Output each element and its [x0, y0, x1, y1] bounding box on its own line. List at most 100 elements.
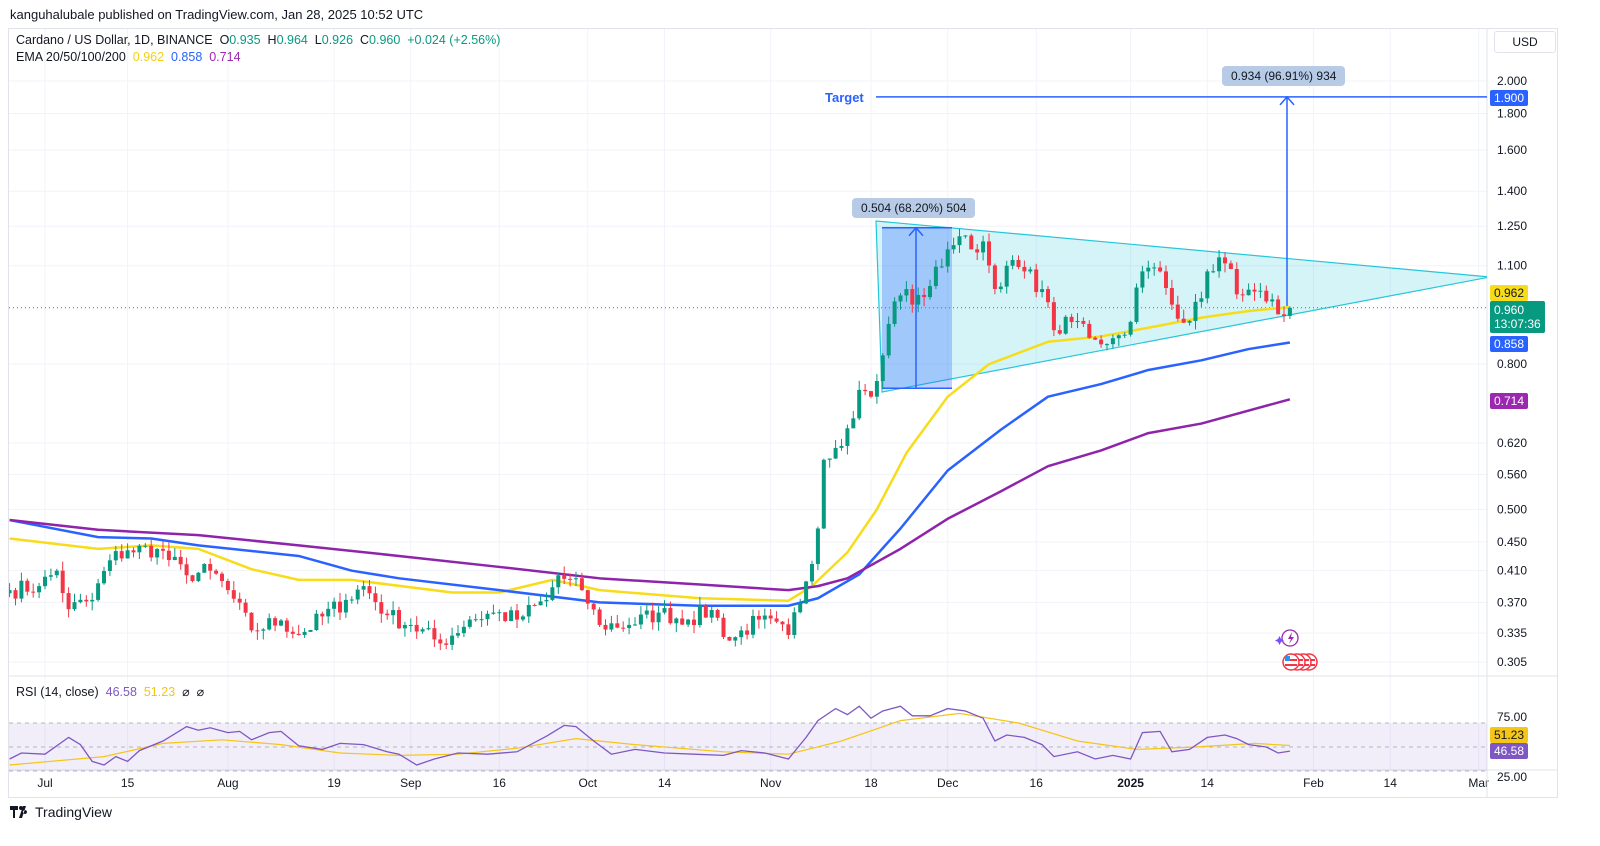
candle-body: [467, 619, 472, 627]
candle-body: [680, 618, 685, 625]
y-tick-label: 0.450: [1497, 535, 1527, 549]
chart-frame: [8, 28, 1558, 798]
candle-body: [1110, 338, 1115, 345]
candle-body: [1234, 269, 1239, 295]
x-tick-label: Sep: [400, 776, 422, 790]
high-value: 0.964: [276, 33, 308, 47]
candle-body: [107, 560, 112, 571]
candle-body: [1264, 290, 1269, 302]
candle-body: [438, 639, 443, 644]
candle-body: [308, 630, 313, 632]
candle-body: [349, 599, 354, 601]
candle-body: [509, 610, 514, 622]
tradingview-logo[interactable]: TradingView: [10, 804, 112, 820]
sparkle-icon: [1275, 636, 1284, 645]
x-tick-label: 2025: [1117, 776, 1144, 790]
candle-body: [1270, 299, 1275, 302]
x-tick-label: Jul: [37, 776, 52, 790]
current-price: 0.960: [1494, 303, 1525, 317]
candle-body: [249, 612, 254, 631]
triangle-pattern: [875, 220, 1487, 393]
rsi-value: 46.58: [105, 685, 137, 699]
y-tick-label: 1.600: [1497, 143, 1527, 157]
candle-body: [627, 624, 632, 629]
target-measure-label[interactable]: 0.934 (96.91%) 934: [1222, 66, 1346, 86]
y-tick-label: 1.100: [1497, 259, 1527, 273]
candle-body: [898, 295, 903, 302]
rsi-tag: 46.58: [1490, 743, 1529, 759]
candle-body: [503, 612, 508, 622]
hidden-value-icon: ⌀: [196, 685, 205, 699]
candle-body: [1199, 298, 1204, 302]
candle-body: [1022, 266, 1027, 272]
candle-body: [284, 620, 289, 632]
candle-body: [792, 612, 797, 635]
ema-line-200: [9, 398, 1291, 592]
ema-label: EMA 20/50/100/200: [16, 50, 126, 64]
candle-body: [768, 615, 773, 619]
symbol-name[interactable]: Cardano / US Dollar, 1D, BINANCE: [16, 33, 213, 47]
candle-body: [461, 626, 466, 634]
candle-body: [196, 572, 201, 582]
y-tick-label: 0.500: [1497, 502, 1527, 516]
candle-body: [733, 637, 738, 641]
candle-body: [798, 603, 803, 613]
candle-body: [821, 459, 826, 529]
candle-body: [332, 601, 337, 609]
candle-body: [686, 619, 691, 625]
flagpole-measure-label[interactable]: 0.504 (68.20%) 504: [852, 198, 976, 218]
bar-countdown: 13:07:36: [1494, 317, 1541, 331]
candle-body: [261, 629, 266, 631]
candle-body: [220, 573, 224, 581]
candle-body: [1028, 269, 1033, 272]
ema-legend[interactable]: EMA 20/50/100/200 0.962 0.858 0.714: [16, 50, 241, 64]
rsi-line: [9, 705, 1291, 766]
x-tick-label: 14: [1201, 776, 1215, 790]
x-tick-label: Feb: [1303, 776, 1324, 790]
rsi-ma-line: [9, 712, 1290, 766]
candle-body: [585, 590, 590, 604]
candle-body: [48, 575, 53, 577]
y-tick-label: 0.335: [1497, 626, 1527, 640]
target-label[interactable]: Target: [825, 90, 864, 105]
candle-body: [674, 618, 679, 624]
candle-body: [662, 608, 667, 613]
candle-body: [1040, 289, 1045, 293]
candle-body: [987, 241, 991, 266]
candle-body: [237, 598, 242, 603]
candle-body: [1276, 299, 1281, 315]
candle-body: [102, 570, 106, 584]
candle-body: [161, 548, 165, 551]
candle-body: [31, 591, 36, 593]
candle-body: [426, 628, 431, 630]
candle-body: [208, 563, 213, 571]
candle-body: [1128, 321, 1133, 335]
low-label: L: [314, 33, 322, 47]
candle-body: [408, 624, 413, 626]
target-price-tag: 1.900: [1490, 90, 1529, 106]
candle-body: [709, 610, 714, 618]
candle-body: [432, 628, 437, 640]
candle-body: [591, 603, 596, 610]
current-price-tag: 0.960 13:07:36: [1490, 301, 1545, 333]
rsi-legend[interactable]: RSI (14, close) 46.58 51.23 ⌀ ⌀: [16, 684, 204, 699]
candle-body: [916, 294, 921, 305]
candle-body: [119, 551, 124, 559]
candle-body: [314, 613, 319, 631]
candle-body: [939, 266, 944, 268]
candle-body: [1181, 318, 1186, 323]
candle-body: [515, 610, 519, 620]
y-tick-label: 2.000: [1497, 74, 1527, 88]
candle-body: [414, 624, 419, 632]
y-tick-label: 1.250: [1497, 219, 1527, 233]
candle-body: [231, 590, 236, 599]
candle-body: [532, 604, 537, 606]
change-value: +0.024 (+2.56%): [407, 33, 501, 47]
candle-body: [579, 578, 584, 591]
currency-button[interactable]: USD: [1494, 31, 1556, 53]
candle-body: [60, 570, 65, 594]
open-label: O: [219, 33, 230, 47]
candle-body: [1282, 314, 1286, 316]
high-label: H: [267, 33, 277, 47]
